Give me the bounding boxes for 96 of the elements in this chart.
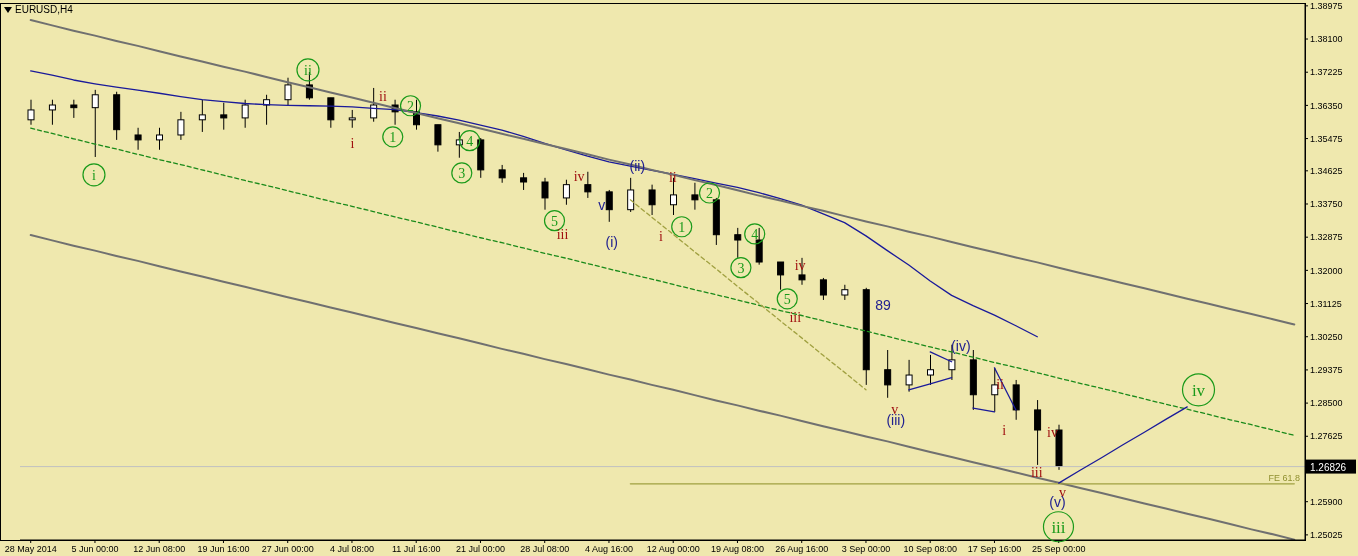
candlestick	[691, 182, 699, 211]
candlestick	[777, 261, 785, 291]
candlestick	[370, 87, 378, 123]
x-tick-label: 19 Aug 08:00	[710, 544, 764, 554]
candlestick	[734, 227, 742, 259]
candlestick	[198, 99, 206, 133]
annotation: i	[1002, 423, 1007, 438]
x-tick-label: 4 Jul 08:00	[329, 544, 374, 554]
line-series	[30, 127, 1295, 436]
annotation: 2	[706, 186, 714, 201]
annotation: 4	[466, 133, 474, 149]
annotation: iv	[1047, 424, 1058, 440]
annotation: ii	[379, 89, 387, 104]
y-tick-label: 1.35475	[1310, 133, 1343, 144]
candlestick	[648, 184, 656, 216]
y-tick-label: 1.27625	[1310, 431, 1343, 442]
annotation: 3	[737, 260, 745, 276]
annotation: iii	[556, 227, 569, 242]
candlestick	[605, 189, 613, 223]
x-tick-label: 27 Jun 00:00	[261, 544, 314, 554]
x-tick-label: 26 Aug 16:00	[775, 544, 829, 554]
annotation: iii	[1030, 464, 1043, 480]
annotation: iv	[794, 257, 806, 273]
annotation: i	[350, 136, 355, 151]
annotation: ii	[304, 62, 312, 78]
annotation: FE 61.8	[1268, 472, 1300, 483]
candlestick	[91, 89, 99, 158]
annotation: 3	[458, 165, 466, 181]
y-tick-label: 1.38975	[1310, 1, 1343, 12]
candlestick	[241, 99, 249, 129]
annotation: 2	[407, 98, 415, 114]
annotation: 5	[783, 291, 791, 307]
y-tick-label: 1.32000	[1310, 265, 1343, 276]
y-tick-label: 1.31125	[1310, 298, 1342, 309]
x-tick-label: 5 Jun 00:00	[71, 544, 119, 554]
ref-line-label: 1.26826	[1310, 461, 1347, 473]
candlestick	[562, 179, 570, 206]
candlestick	[220, 102, 228, 131]
y-tick-label: 1.32875	[1310, 232, 1343, 243]
y-tick-label: 1.36350	[1310, 100, 1343, 111]
y-tick-label: 1.34625	[1310, 166, 1343, 177]
y-tick-label: 1.30250	[1310, 331, 1343, 342]
candlestick	[156, 127, 163, 151]
annotation: i	[92, 167, 97, 183]
annotation: (i)	[605, 234, 618, 250]
x-tick-label: 25 Sep 00:00	[1031, 544, 1086, 554]
annotation: v	[598, 196, 606, 213]
y-tick-label: 1.25025	[1310, 530, 1343, 541]
candlestick	[627, 177, 635, 213]
candlestick	[991, 367, 999, 413]
candlestick	[177, 111, 185, 141]
y-tick-label: 1.33750	[1310, 199, 1343, 210]
annotation: 89	[875, 297, 891, 313]
x-tick-label: 28 Jul 08:00	[520, 544, 570, 554]
annotation: 4	[751, 226, 759, 242]
y-tick-label: 1.28500	[1310, 398, 1343, 409]
annotation: iv	[573, 169, 585, 184]
candlestick	[27, 99, 35, 126]
annotation: 5	[551, 213, 559, 229]
annotation: i	[659, 229, 664, 244]
x-tick-label: 12 Jun 08:00	[133, 544, 186, 554]
annotation: 1	[678, 219, 686, 235]
x-tick-label: 28 May 2014	[4, 544, 57, 554]
x-tick-label: 3 Sep 00:00	[841, 544, 891, 554]
x-tick-label: 19 Jun 16:00	[197, 544, 250, 554]
candlestick	[70, 99, 78, 119]
x-tick-label: 4 Aug 16:00	[584, 544, 633, 554]
candlestick	[1034, 399, 1042, 466]
x-tick-label: 12 Aug 00:00	[646, 544, 700, 554]
y-tick-label: 1.29375	[1310, 365, 1343, 376]
annotation: (iv)	[951, 338, 971, 354]
annotation: 1	[389, 129, 397, 145]
candlestick	[434, 124, 442, 153]
y-tick-label: 1.38100	[1310, 34, 1343, 45]
annotation: iv	[1191, 380, 1206, 400]
candlestick	[541, 177, 549, 211]
x-tick-label: 10 Sep 08:00	[903, 544, 957, 554]
annotation: iii	[1051, 517, 1066, 537]
annotation: iii	[789, 309, 802, 325]
candlestick	[263, 94, 271, 126]
candlestick	[48, 99, 56, 126]
candlestick	[584, 171, 592, 199]
candlestick	[327, 97, 335, 129]
line-series	[29, 19, 1296, 326]
candlestick	[819, 277, 827, 301]
candlestick	[284, 77, 292, 106]
candlestick	[905, 359, 913, 393]
y-tick-label: 1.37225	[1310, 67, 1343, 78]
candlestick	[927, 354, 934, 386]
x-tick-label: 17 Sep 16:00	[967, 544, 1022, 554]
chart-title: EURUSD,H4	[15, 4, 73, 15]
x-tick-label: 21 Jul 00:00	[455, 544, 505, 554]
y-tick-label: 1.25900	[1310, 496, 1343, 507]
x-tick-label: 11 Jul 16:00	[392, 544, 441, 554]
candlestick	[134, 127, 142, 151]
candlestick	[884, 349, 892, 399]
